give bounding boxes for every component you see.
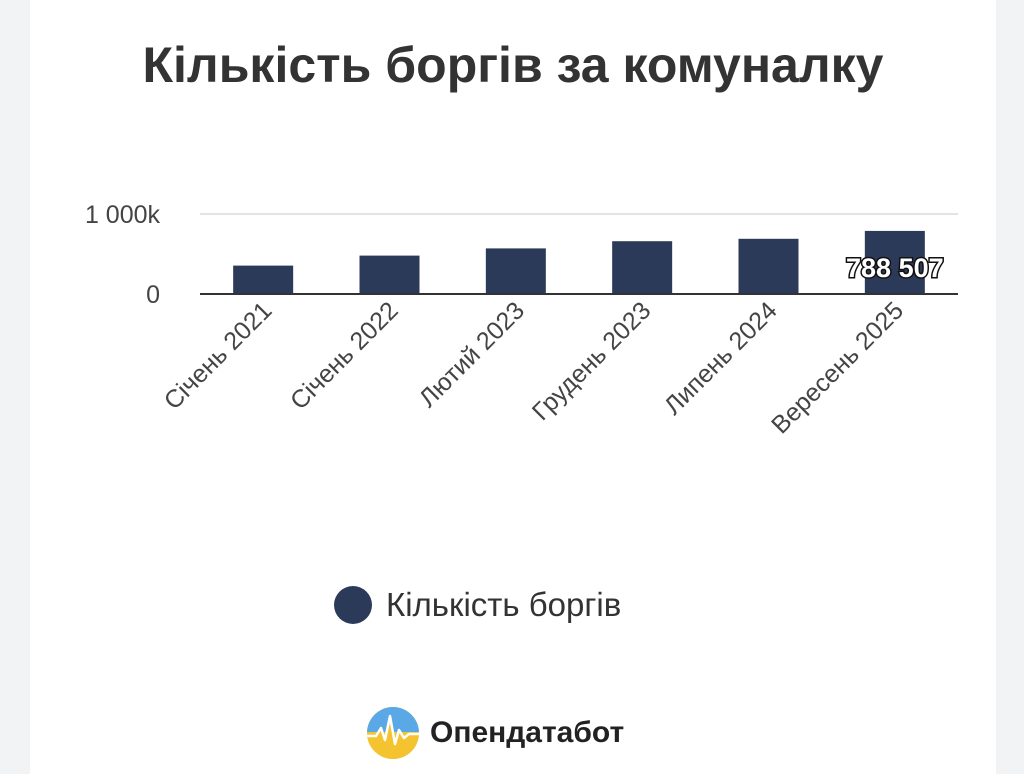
opendatabot-logo-icon [367,707,419,759]
bar [485,248,546,294]
bar [233,265,294,294]
bar [738,238,799,294]
legend[interactable]: Кількість боргів [334,586,621,624]
x-tick-label: Вересень 2025 [766,296,909,439]
x-tick-label: Липень 2024 [659,296,783,420]
y-tick-label: 0 [146,281,160,309]
legend-swatch [334,586,372,624]
brand: Опендатабот [366,706,624,760]
brand-name: Опендатабот [430,716,625,749]
bar [864,230,925,294]
bar [359,255,420,294]
chart-title: Кількість боргів за комуналку [142,37,884,93]
legend-label: Кількість боргів [386,586,622,623]
x-tick-label: Січень 2021 [159,296,278,415]
bar-chart: 0 1 000k Січень 2021 Січень 2022 Лютий 2023Г… [85,201,958,439]
x-tick-label: Лютий 2023 [414,296,530,412]
y-tick-label: 1 000k [85,201,161,229]
x-tick-label: Грудень 2023 [527,296,657,426]
data-label: 788 507 [846,253,944,283]
x-tick-label: Січень 2022 [285,296,404,415]
chart-card: Кількість боргів за комуналку 0 1 000k Січ… [30,0,996,774]
bar [612,241,673,294]
